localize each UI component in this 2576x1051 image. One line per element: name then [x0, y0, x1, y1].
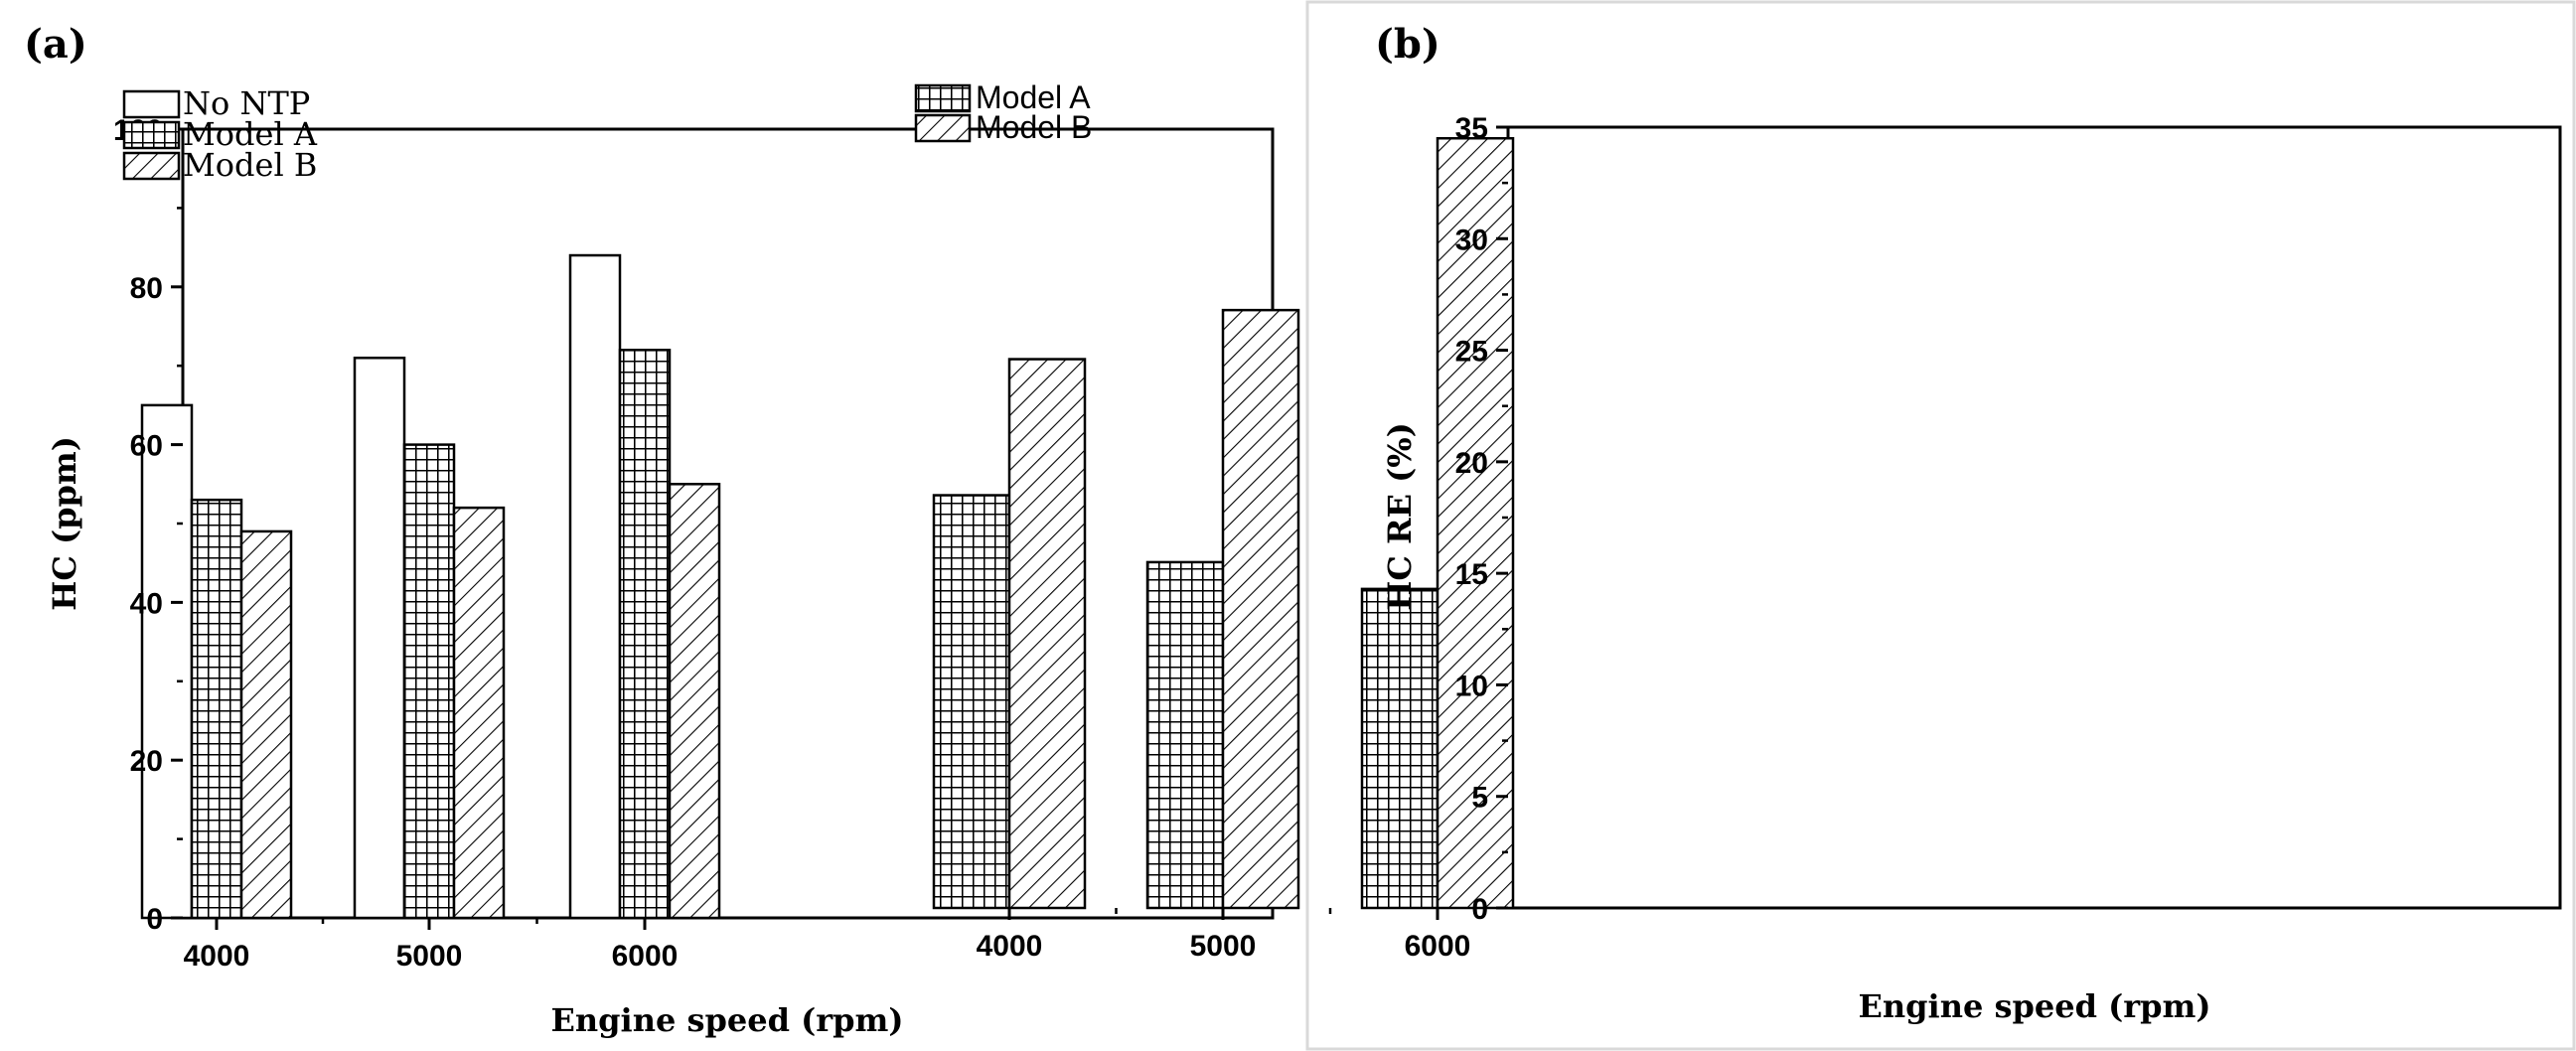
y-tick-label-b: 20	[1455, 447, 1488, 480]
plot-frame-a	[181, 127, 1275, 920]
x-tick-label-b: 4000	[977, 930, 1043, 963]
bars-b	[932, 136, 1515, 910]
y-tick-label-b: 5	[1471, 782, 1488, 815]
bar-a-model-b-5000	[452, 506, 506, 920]
y-tick-label-b: 35	[1455, 112, 1488, 145]
x-axis-title-b: Engine speed (rpm)	[1859, 987, 2211, 1025]
bar-a-model-a-4000	[190, 498, 243, 920]
y-tick-label-a: 20	[130, 745, 163, 778]
x-tick-label-b: 6000	[1405, 930, 1471, 963]
bar-b-model-b-6000	[1436, 136, 1515, 910]
x-axis-title-a: Engine speed (rpm)	[551, 1001, 904, 1039]
plot-frame-b	[1506, 125, 2562, 910]
legend-swatch-a-model-b	[122, 151, 181, 181]
bar-a-no-ntp-4000	[140, 403, 194, 920]
y-ticks-a: 020406080100	[113, 114, 183, 936]
panel-b-label: (b)	[1375, 21, 1440, 68]
bar-b-model-a-6000	[1360, 587, 1440, 910]
legend-swatch-a-model-a	[122, 120, 181, 150]
x-tick-label-a: 5000	[396, 940, 463, 973]
y-axis-title-a: HC (ppm)	[46, 436, 83, 611]
bar-a-no-ntp-6000	[568, 253, 622, 920]
bar-a-model-a-6000	[618, 349, 672, 920]
x-tick-label-a: 6000	[612, 940, 679, 973]
y-tick-label-b: 30	[1455, 224, 1488, 256]
y-ticks-b: 0 5 10 15 20 25 30 35	[1455, 112, 1508, 926]
y-tick-label-a: 80	[130, 272, 163, 305]
bar-a-model-b-6000	[668, 483, 721, 920]
y-axis-title-b: HC RE (%)	[1381, 422, 1419, 611]
x-ticks-b: 4000 5000 6000	[977, 908, 1471, 963]
bar-a-model-b-4000	[239, 529, 293, 920]
bar-b-model-b-5000	[1221, 308, 1300, 910]
chart-panel-b: (b) 0 5 10 15 20 25 30 35 4000 5000 6000 Engine s…	[914, 0, 2576, 1051]
legend-swatch-a-no-ntp	[122, 89, 181, 119]
legend-label-a: No NTP	[183, 84, 310, 122]
y-tick-label-a: 0	[146, 903, 163, 936]
legend-label-b: Model B	[976, 109, 1092, 145]
bar-b-model-b-4000	[1007, 358, 1087, 910]
legend-swatch-b-model-a	[914, 83, 972, 113]
y-tick-label-a: 40	[130, 587, 163, 620]
legend-label-a: Model B	[183, 146, 317, 184]
bar-b-model-a-5000	[1145, 560, 1225, 910]
bars-a	[140, 253, 721, 920]
bar-a-model-a-5000	[402, 443, 456, 920]
legend-swatch-b-model-b	[914, 113, 972, 143]
bar-a-no-ntp-5000	[353, 357, 406, 920]
y-tick-label-b: 15	[1455, 558, 1488, 591]
legend-label-b: Model A	[976, 79, 1091, 115]
y-tick-label-b: 25	[1455, 336, 1488, 369]
x-tick-label-a: 4000	[184, 940, 250, 973]
x-tick-label-b: 5000	[1190, 930, 1257, 963]
panel-a-label: (a)	[24, 21, 87, 68]
legend-label-a: Model A	[183, 115, 318, 153]
y-tick-label-a: 60	[130, 430, 163, 463]
x-ticks-a: 4000 5000 6000	[184, 918, 679, 973]
y-tick-label-b: 10	[1455, 670, 1488, 702]
bar-b-model-a-4000	[932, 494, 1011, 910]
panel-b-border	[1305, 0, 2576, 1051]
y-tick-label-b: 0	[1471, 893, 1488, 926]
